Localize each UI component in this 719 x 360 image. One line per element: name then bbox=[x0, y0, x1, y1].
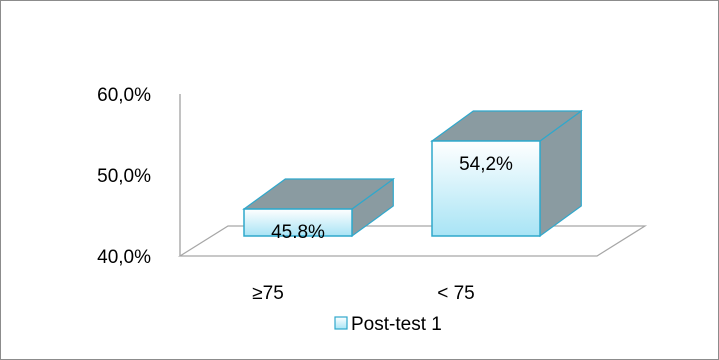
x-category-label: ≥75 bbox=[252, 283, 284, 304]
y-tick-label: 50,0% bbox=[97, 166, 151, 187]
data-label: 45.8% bbox=[271, 222, 325, 243]
data-label: 54,2% bbox=[459, 154, 513, 175]
chart-floor bbox=[177, 225, 648, 257]
legend-label: Post-test 1 bbox=[351, 314, 442, 335]
bar-ge75 bbox=[242, 177, 396, 238]
y-tick-label: 40,0% bbox=[97, 247, 151, 268]
bar-lt75 bbox=[430, 109, 584, 238]
legend: Post-test 1 bbox=[334, 314, 442, 335]
y-tick-label: 60,0% bbox=[97, 85, 151, 106]
legend-swatch bbox=[334, 316, 348, 330]
x-category-label: < 75 bbox=[437, 283, 475, 304]
bar-front bbox=[431, 140, 541, 237]
bar-front bbox=[243, 208, 353, 237]
